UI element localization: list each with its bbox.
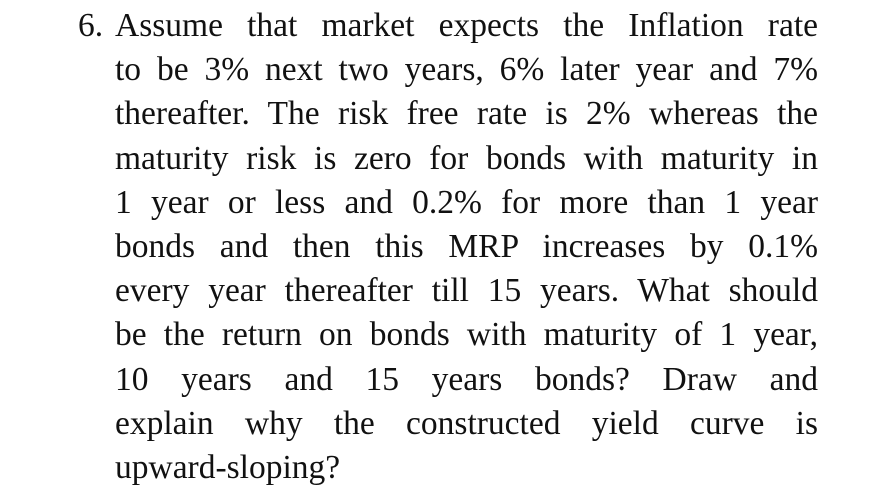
question-line-2: to be 3% next two years, 6% later year a… [115, 51, 818, 89]
question-text: 6. Assume that market expects the Inflati… [78, 4, 818, 490]
question-line-4: maturity risk is zero for bonds with mat… [115, 139, 818, 177]
question-line-3: thereafter. The risk free rate is 2% whe… [115, 95, 818, 133]
question-line-5: 1 year or less and 0.2% for more than 1 … [115, 183, 818, 221]
question-line-9: 10 years and 15 years bonds? Draw and [115, 360, 818, 398]
question-line-1: 6. Assume that market expects the Inflati… [78, 4, 818, 48]
question-line-7: every year thereafter till 15 years. Wha… [115, 272, 818, 310]
question-line-8: be the return on bonds with maturity of … [115, 316, 818, 354]
question-number: 6. [78, 7, 104, 44]
question-line-10: explain why the constructed yield curve … [115, 404, 818, 442]
question-line-6: bonds and then this MRP increases by 0.1… [115, 228, 818, 266]
question-line-11: upward-sloping? [115, 449, 341, 487]
